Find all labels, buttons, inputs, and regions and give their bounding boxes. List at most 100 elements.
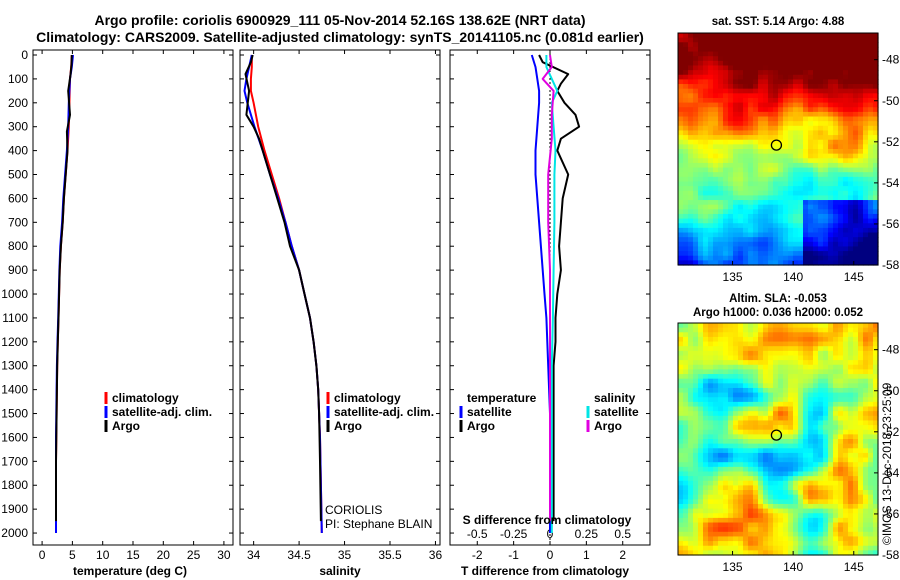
map-cell bbox=[818, 93, 824, 99]
map-cell bbox=[818, 471, 824, 477]
map-cell bbox=[748, 251, 754, 257]
map-cell bbox=[818, 51, 824, 57]
map-cell bbox=[703, 125, 709, 132]
map-cell bbox=[813, 51, 819, 57]
map-cell bbox=[718, 213, 724, 220]
map-cell bbox=[758, 70, 764, 76]
map-cell bbox=[738, 195, 744, 201]
map-cell bbox=[853, 374, 859, 380]
map-cell bbox=[753, 434, 759, 440]
map-cell bbox=[728, 213, 734, 220]
map-cell bbox=[788, 480, 794, 486]
map-cell bbox=[728, 93, 734, 99]
map-cell bbox=[868, 411, 874, 417]
map-cell bbox=[818, 42, 824, 48]
map-cell bbox=[788, 513, 794, 519]
map-cell bbox=[718, 369, 724, 375]
map-cell bbox=[743, 213, 749, 220]
map-cell bbox=[703, 327, 709, 333]
map-cell bbox=[788, 158, 794, 164]
map-cell bbox=[753, 494, 759, 500]
map-cell bbox=[693, 439, 699, 445]
map-cell bbox=[718, 452, 724, 459]
map-cell bbox=[778, 336, 784, 343]
map-cell bbox=[793, 116, 799, 122]
map-cell bbox=[833, 51, 839, 57]
map-y-tick-label: -54 bbox=[882, 466, 900, 480]
map-cell bbox=[783, 355, 789, 361]
map-cell bbox=[808, 213, 814, 220]
map-cell bbox=[773, 79, 779, 85]
map-cell bbox=[803, 251, 809, 257]
map-cell bbox=[728, 476, 734, 482]
map-cell bbox=[838, 167, 844, 173]
map-cell bbox=[698, 550, 704, 556]
map-cell bbox=[718, 480, 724, 486]
map-cell bbox=[868, 434, 874, 440]
map-cell bbox=[868, 415, 874, 422]
map-cell bbox=[848, 466, 854, 473]
temperature-axis-label: temperature (deg C) bbox=[73, 564, 187, 578]
map-cell bbox=[828, 513, 834, 519]
map-cell bbox=[813, 223, 819, 229]
map-cell bbox=[693, 364, 699, 370]
map-cell bbox=[858, 466, 864, 473]
map-cell bbox=[858, 102, 864, 108]
map-cell bbox=[863, 102, 869, 108]
map-cell bbox=[683, 102, 689, 108]
map-cell bbox=[833, 176, 839, 183]
map-cell bbox=[683, 527, 689, 533]
map-cell bbox=[823, 411, 829, 417]
map-cell bbox=[798, 517, 804, 524]
map-cell bbox=[813, 130, 819, 136]
map-cell bbox=[823, 260, 829, 266]
map-cell bbox=[808, 392, 814, 398]
map-cell bbox=[838, 448, 844, 454]
map-cell bbox=[693, 139, 699, 145]
map-cell bbox=[733, 70, 739, 76]
map-cell bbox=[798, 121, 804, 127]
map-cell bbox=[768, 149, 774, 155]
map-cell bbox=[823, 116, 829, 122]
map-cell bbox=[693, 397, 699, 403]
map-cell bbox=[833, 107, 839, 113]
map-cell bbox=[708, 241, 714, 248]
map-cell bbox=[698, 522, 704, 528]
map-cell bbox=[763, 369, 769, 375]
map-cell bbox=[763, 508, 769, 514]
map-cell bbox=[738, 527, 744, 533]
map-cell bbox=[833, 139, 839, 145]
map-cell bbox=[688, 37, 694, 43]
map-cell bbox=[803, 443, 809, 449]
map-cell bbox=[728, 452, 734, 459]
map-cell bbox=[863, 457, 869, 463]
map-cell bbox=[833, 355, 839, 361]
map-cell bbox=[693, 260, 699, 266]
map-cell bbox=[738, 471, 744, 477]
map-cell bbox=[858, 125, 864, 132]
map-cell bbox=[723, 102, 729, 108]
map-cell bbox=[823, 499, 829, 505]
map-cell bbox=[723, 462, 729, 468]
map-cell bbox=[718, 350, 724, 357]
map-cell bbox=[728, 397, 734, 403]
map-cell bbox=[718, 232, 724, 238]
map-cell bbox=[693, 490, 699, 496]
map-cell bbox=[793, 121, 799, 127]
map-cell bbox=[748, 466, 754, 473]
map-cell bbox=[723, 121, 729, 127]
map-cell bbox=[868, 350, 874, 357]
map-cell bbox=[843, 79, 849, 85]
map-cell bbox=[748, 246, 754, 252]
map-cell bbox=[818, 476, 824, 482]
map-cell bbox=[693, 336, 699, 343]
map-cell bbox=[863, 485, 869, 491]
map-cell bbox=[808, 181, 814, 187]
map-cell bbox=[788, 452, 794, 459]
map-cell bbox=[728, 204, 734, 210]
map-cell bbox=[818, 490, 824, 496]
map-cell bbox=[728, 327, 734, 333]
map-cell bbox=[838, 135, 844, 141]
map-cell bbox=[718, 218, 724, 224]
map-cell bbox=[813, 332, 819, 338]
